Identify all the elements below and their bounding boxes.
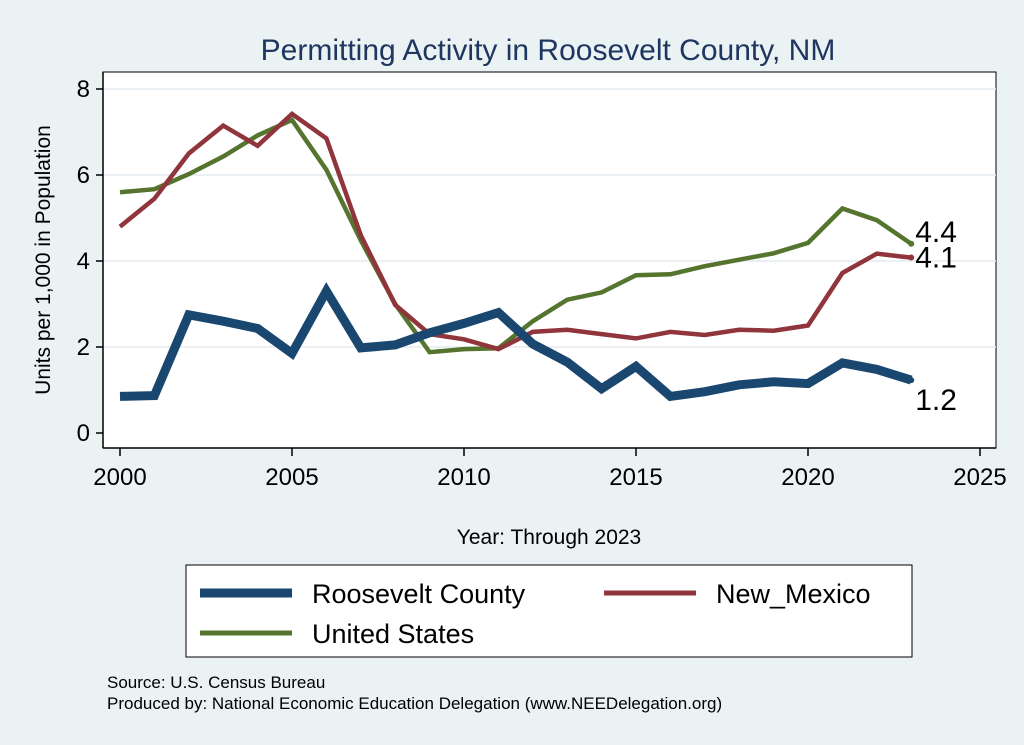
y-tick-label: 4 [77, 248, 90, 275]
y-tick-label: 6 [77, 162, 90, 189]
gridlines [103, 88, 996, 348]
y-tick-label: 8 [77, 76, 90, 103]
series-lines [118, 111, 913, 402]
y-axis: 0 2 4 6 8 [77, 72, 104, 448]
end-label-roosevelt-county: 1.2 [915, 384, 957, 417]
x-tick-label: 2010 [437, 464, 490, 491]
legend: Roosevelt County New_Mexico United State… [185, 564, 913, 658]
end-label-united-states: 4.4 [915, 216, 957, 249]
x-tick-label: 2005 [265, 464, 318, 491]
end-marker-roosevelt-county [908, 377, 915, 384]
end-labels: 1.2 4.14.4 [908, 216, 957, 417]
chart-title: Permitting Activity in Roosevelt County,… [261, 34, 836, 67]
x-tick-label: 2015 [609, 464, 662, 491]
end-label-new-mexico: 4.1 [915, 242, 957, 275]
y-tick-label: 2 [77, 334, 90, 361]
end-marker-new-mexico [908, 254, 915, 261]
y-tick-label: 0 [77, 420, 90, 447]
y-axis-label: Units per 1,000 in Population [32, 125, 55, 395]
legend-box [185, 564, 913, 658]
legend-label-united-states: United States [312, 619, 474, 649]
plot-area [102, 71, 997, 449]
x-tick-label: 2000 [93, 464, 146, 491]
series-line-new-mexico [118, 111, 912, 352]
x-axis-label: Year: Through 2023 [457, 526, 642, 549]
series-line-roosevelt-county [119, 282, 913, 402]
end-marker-united-states [908, 240, 915, 247]
x-tick-label: 2020 [781, 464, 834, 491]
series-line-united-states [119, 117, 913, 355]
legend-label-new-mexico: New_Mexico [716, 579, 871, 609]
produced-by-note: Produced by: National Economic Education… [107, 694, 722, 713]
legend-label-roosevelt: Roosevelt County [312, 579, 526, 609]
source-note: Source: U.S. Census Bureau [107, 673, 325, 692]
x-axis: 2000 2005 2010 2015 2020 2025 [93, 447, 1007, 491]
x-tick-label: 2025 [953, 464, 1006, 491]
